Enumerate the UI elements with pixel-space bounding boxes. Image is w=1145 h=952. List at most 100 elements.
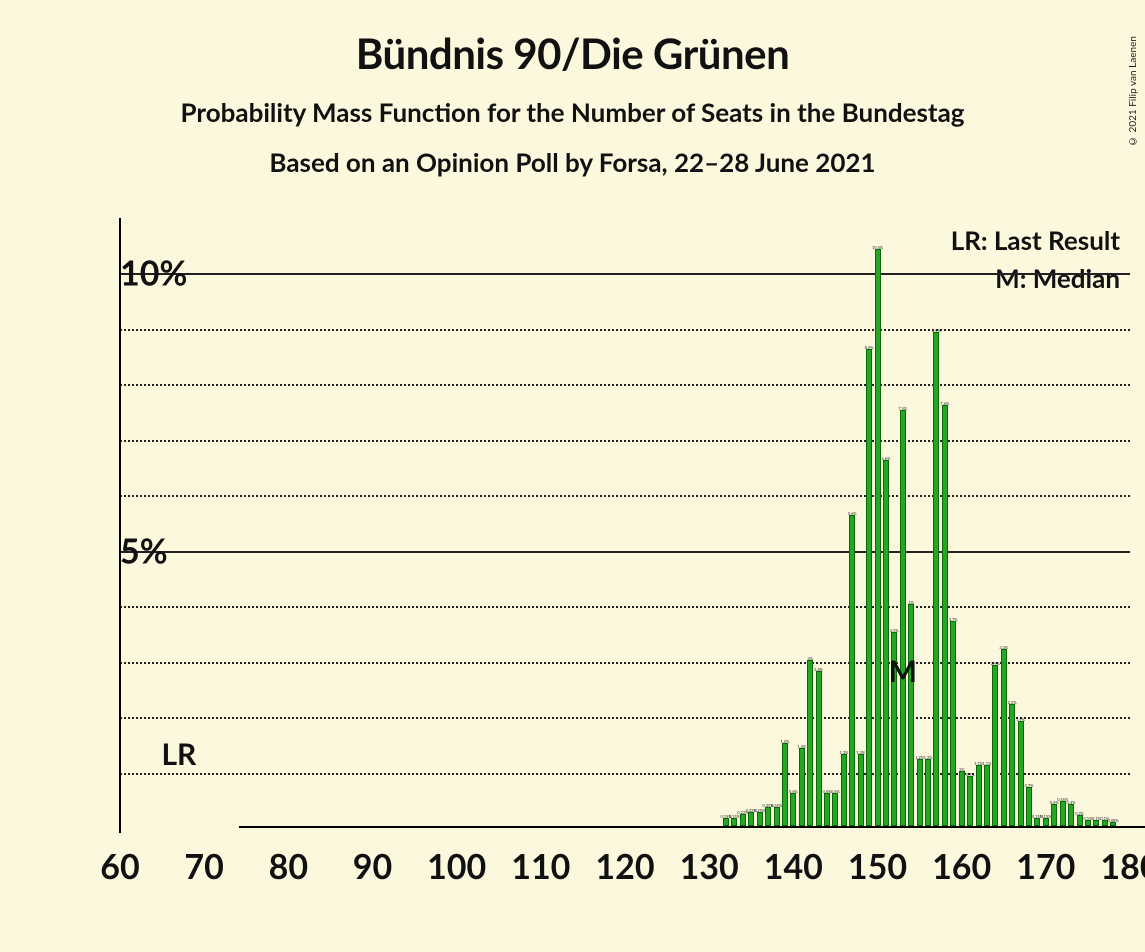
x-tick-label: 120 — [595, 846, 654, 887]
bar: 7.5% — [900, 410, 906, 826]
bar: 2.8% — [816, 671, 822, 826]
bar: 0.25% — [757, 812, 763, 826]
x-tick-label: 100 — [427, 846, 486, 887]
lr-marker: LR — [161, 736, 196, 772]
bar-value-label: 0.7% — [1025, 783, 1034, 788]
bar: 0.9% — [967, 776, 973, 826]
gridline — [120, 384, 1130, 386]
bar: 2.2% — [1009, 704, 1015, 826]
x-tick-label: 90 — [353, 846, 392, 887]
bar-value-label: 1.4% — [797, 744, 806, 749]
plot-area: LR: Last Result M: Median 5%10%607080901… — [120, 218, 1130, 828]
x-tick-label: 60 — [100, 846, 139, 887]
chart-subtitle-2: Based on an Opinion Poll by Forsa, 22–28… — [0, 146, 1145, 178]
bar: 5.6% — [849, 515, 855, 826]
bar-value-label: 0.9% — [966, 772, 975, 777]
bar: 2.9% — [992, 665, 998, 826]
bar: 0.15% — [731, 818, 737, 826]
bar: 1.1% — [976, 765, 982, 826]
bar: 3% — [807, 660, 813, 826]
bar: 0.08% — [1110, 822, 1116, 826]
credit-text: © 2021 Filip van Laenen — [1127, 36, 1139, 147]
bar: 0.25% — [748, 812, 754, 826]
bar: 1.3% — [858, 754, 864, 826]
gridline — [120, 329, 1130, 331]
gridline — [120, 551, 1130, 553]
bar-value-label: 0.35% — [771, 803, 782, 808]
bar: 0.4% — [1068, 804, 1074, 826]
bar-value-label: 1.2% — [924, 755, 933, 760]
bar: 0.6% — [824, 793, 830, 826]
bar: 0.35% — [774, 807, 780, 826]
bar-value-label: 8.6% — [865, 345, 874, 350]
bar: 1.2% — [925, 759, 931, 826]
bar-value-label: 1.3% — [839, 750, 848, 755]
bar: 0.4% — [1051, 804, 1057, 826]
bar: 0.15% — [1043, 818, 1049, 826]
median-marker: M — [889, 653, 917, 689]
bar: 8.9% — [933, 332, 939, 826]
bar: 8.6% — [866, 349, 872, 826]
bar-value-label: 7.5% — [898, 406, 907, 411]
legend-lr: LR: Last Result — [951, 224, 1120, 256]
gridline — [120, 495, 1130, 497]
bar-value-label: 3% — [807, 656, 813, 661]
bar: 4% — [908, 604, 914, 826]
bar: 0.6% — [790, 793, 796, 826]
bar: 1.5% — [782, 743, 788, 826]
bar: 0.2% — [1077, 815, 1083, 826]
bar: 10.4% — [875, 249, 881, 826]
x-tick-label: 180 — [1100, 846, 1145, 887]
bar: 1.1% — [984, 765, 990, 826]
bar-value-label: 2.2% — [1008, 700, 1017, 705]
bar-value-label: 5.6% — [848, 511, 857, 516]
bar: 6.6% — [883, 460, 889, 826]
bar-value-label: 10.4% — [872, 245, 883, 250]
bar: 1.2% — [917, 759, 923, 826]
x-tick-label: 110 — [511, 846, 570, 887]
gridline — [120, 273, 1130, 275]
chart-subtitle-1: Probability Mass Function for the Number… — [0, 96, 1145, 128]
bar-value-label: 4% — [908, 600, 914, 605]
x-tick-label: 150 — [848, 846, 907, 887]
bar-value-label: 3.5% — [890, 628, 899, 633]
bar-value-label: 0.08% — [1108, 818, 1119, 823]
bar-value-label: 0.6% — [831, 789, 840, 794]
bar: 0.1% — [1093, 820, 1099, 826]
bar: 0.1% — [1085, 820, 1091, 826]
gridline — [120, 606, 1130, 608]
bar: 0.15% — [1034, 818, 1040, 826]
bar-value-label: 1.9% — [1016, 717, 1025, 722]
bar: 1.3% — [841, 754, 847, 826]
x-tick-label: 70 — [184, 846, 223, 887]
bar: 7.6% — [942, 405, 948, 826]
bar-value-label: 6.6% — [882, 456, 891, 461]
bar: 0.6% — [832, 793, 838, 826]
bar: 0.7% — [1026, 787, 1032, 826]
bar-value-label: 1.1% — [983, 761, 992, 766]
x-axis-line — [239, 826, 1145, 828]
bar-value-label: 2.8% — [814, 667, 823, 672]
bar: 1.4% — [799, 748, 805, 826]
bar: 0.15% — [723, 818, 729, 826]
gridline — [120, 440, 1130, 442]
bar-value-label: 0.6% — [789, 789, 798, 794]
bar: 0.22% — [740, 814, 746, 826]
bar-value-label: 7.6% — [940, 401, 949, 406]
bar: 3.2% — [1001, 649, 1007, 826]
x-tick-label: 80 — [269, 846, 308, 887]
bar: 0.45% — [1060, 801, 1066, 826]
bar-value-label: 3.7% — [949, 617, 958, 622]
bar-value-label: 0.2% — [1075, 811, 1084, 816]
bar-value-label: 1.3% — [856, 750, 865, 755]
x-tick-label: 130 — [680, 846, 739, 887]
x-tick-label: 170 — [1016, 846, 1075, 887]
x-tick-label: 160 — [932, 846, 991, 887]
legend-m: M: Median — [995, 262, 1120, 294]
bar: 1.9% — [1018, 721, 1024, 826]
bar-value-label: 2.9% — [991, 661, 1000, 666]
y-axis-line — [119, 218, 121, 833]
chart-title: Bündnis 90/Die Grünen — [0, 28, 1145, 78]
bar: 3.7% — [950, 621, 956, 826]
gridline — [120, 662, 1130, 664]
